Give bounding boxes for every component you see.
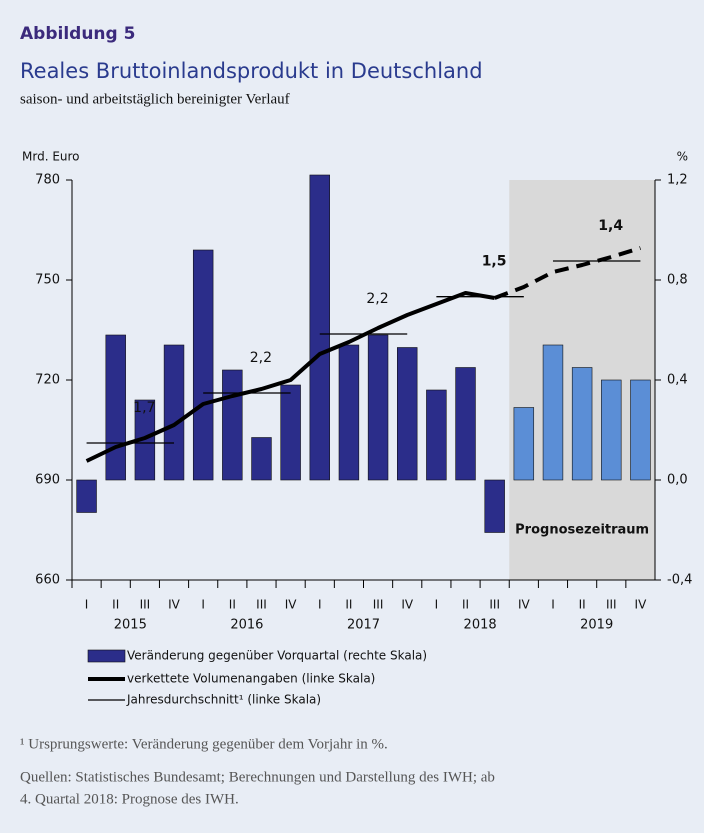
annual-growth-label: 2,2 — [366, 291, 388, 307]
x-tick-label: II — [112, 598, 119, 612]
x-tick-label: II — [229, 598, 236, 612]
title: Reales Bruttoinlandsprodukt in Deutschla… — [20, 59, 483, 83]
legend-swatch — [87, 649, 126, 663]
y-tick-label: 780 — [35, 173, 60, 188]
x-tick-label: I — [201, 598, 205, 612]
footnote: ¹ Ursprungswerte: Veränderung gegenüber … — [20, 736, 388, 752]
annual-growth-label: 1,7 — [133, 400, 155, 416]
bar — [163, 344, 185, 481]
bar — [367, 334, 389, 481]
bar — [630, 379, 651, 481]
annual-growth-label: 1,4 — [598, 218, 623, 234]
y2-tick-label: 1,2 — [667, 173, 688, 188]
bar — [222, 369, 243, 481]
figure-number: Abbildung 5 — [20, 24, 135, 44]
x-tick-label: III — [489, 598, 500, 612]
bar — [397, 347, 418, 481]
bar — [105, 334, 126, 481]
legend-label: verkettete Volumenangaben (linke Skala) — [127, 672, 375, 686]
forecast-label: Prognosezeitraum — [515, 523, 649, 538]
bar — [280, 384, 301, 481]
year-label: 2016 — [230, 618, 263, 633]
x-tick-label: III — [140, 598, 151, 612]
bar — [192, 249, 214, 481]
annual-growth-label: 1,5 — [482, 254, 507, 270]
source: Quellen: Statistisches Bundesamt; Berech… — [20, 769, 495, 785]
y-tick-label: 660 — [35, 573, 60, 588]
x-tick-label: III — [256, 598, 267, 612]
x-tick-label: I — [435, 598, 439, 612]
y-tick-label: 750 — [35, 273, 60, 288]
x-tick-label: IV — [401, 598, 414, 612]
bar — [309, 174, 330, 481]
bar — [484, 479, 505, 533]
source: 4. Quartal 2018: Prognose des IWH. — [20, 791, 239, 807]
y2-tick-label: 0,4 — [667, 373, 688, 388]
x-tick-label: IV — [168, 598, 181, 612]
y-tick-label: 720 — [35, 373, 60, 388]
subtitle: saison- und arbeitstäglich bereinigter V… — [20, 91, 290, 107]
legend-label: Veränderung gegenüber Vorquartal (rechte… — [127, 649, 427, 663]
x-tick-label: I — [318, 598, 322, 612]
bar — [426, 389, 447, 481]
y2-tick-label: -0,4 — [667, 573, 692, 588]
bar — [513, 407, 535, 481]
x-tick-label: I — [551, 598, 555, 612]
year-label: 2019 — [580, 618, 613, 633]
bar — [455, 367, 476, 481]
y2-axis-label: % — [677, 150, 688, 164]
x-tick-label: I — [85, 598, 89, 612]
x-tick-label: II — [462, 598, 469, 612]
bar — [338, 344, 360, 481]
y-tick-label: 690 — [35, 473, 60, 488]
bar — [76, 479, 97, 513]
y2-tick-label: 0,8 — [667, 273, 688, 288]
x-tick-label: III — [373, 598, 384, 612]
year-label: 2017 — [347, 618, 380, 633]
line — [85, 291, 496, 463]
y2-tick-label: 0,0 — [667, 473, 688, 488]
year-label: 2015 — [114, 618, 147, 633]
line-forecast — [493, 246, 642, 300]
x-tick-label: III — [606, 598, 617, 612]
x-tick-label: II — [345, 598, 352, 612]
y-axis-label: Mrd. Euro — [22, 150, 80, 164]
x-tick-label: II — [579, 598, 586, 612]
annual-growth-label: 2,2 — [250, 350, 272, 366]
x-tick-label: IV — [635, 598, 648, 612]
legend-label: Jahresdurchschnitt¹ (linke Skala) — [126, 693, 321, 707]
bar — [542, 344, 564, 481]
x-tick-label: IV — [285, 598, 298, 612]
bar — [251, 437, 272, 481]
year-label: 2018 — [464, 618, 497, 633]
bar — [601, 379, 622, 481]
x-tick-label: IV — [518, 598, 531, 612]
bar — [571, 367, 593, 481]
